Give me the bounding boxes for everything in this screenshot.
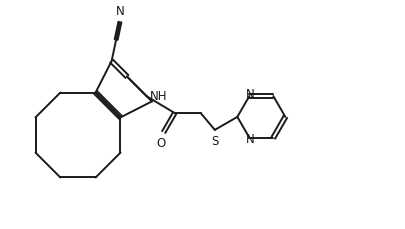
Text: NH: NH [149, 90, 167, 103]
Text: O: O [156, 137, 165, 150]
Text: N: N [115, 5, 124, 18]
Text: N: N [245, 88, 254, 101]
Text: N: N [245, 133, 254, 146]
Text: S: S [211, 135, 218, 148]
